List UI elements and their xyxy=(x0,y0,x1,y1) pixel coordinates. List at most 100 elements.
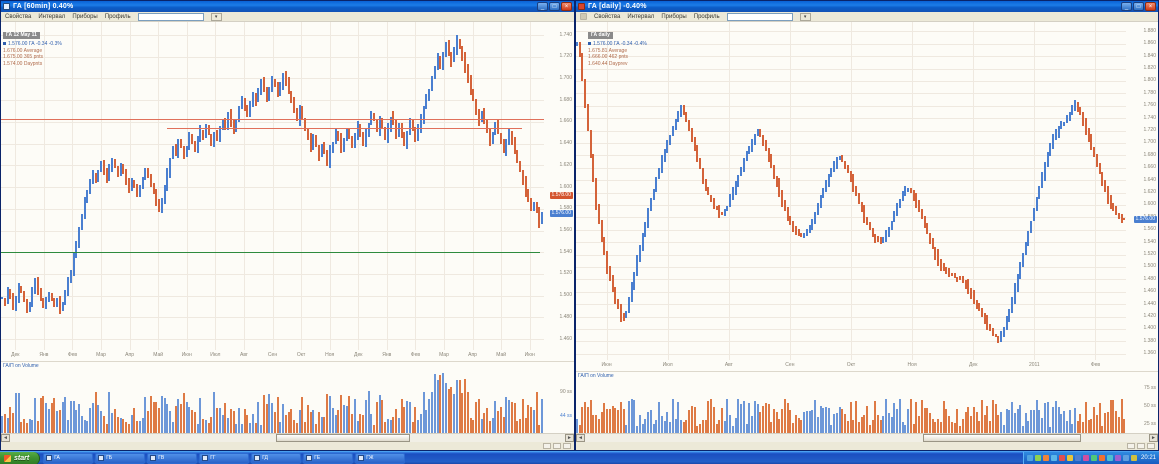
chevron-down-icon[interactable]: ▾ xyxy=(799,12,811,21)
candlestick xyxy=(606,250,609,275)
volume-bar xyxy=(64,396,67,433)
trend-line-resistance-lower[interactable] xyxy=(167,127,523,129)
scroll-left-button[interactable]: ◄ xyxy=(576,434,585,442)
scroll-thumb[interactable] xyxy=(276,434,410,442)
menu-item-interval[interactable]: Интервал xyxy=(38,13,66,20)
symbol-input[interactable] xyxy=(726,12,793,21)
start-button[interactable]: start xyxy=(0,451,41,464)
left-window-controls[interactable]: _ □ × xyxy=(537,2,572,11)
disk-icon[interactable] xyxy=(1122,455,1129,461)
candlestick xyxy=(329,145,331,168)
right-volume-pane[interactable]: ГА/П on Volume 75 ss 50 ss 25 ss xyxy=(576,371,1158,433)
left-horizontal-scrollbar[interactable]: ◄ ► xyxy=(1,433,574,442)
printer-icon[interactable] xyxy=(1082,455,1089,461)
close-button[interactable]: × xyxy=(561,2,572,11)
chart-window-left[interactable]: ГА [60min] 0.40% _ □ × Свойства Интервал… xyxy=(0,0,575,451)
trend-line-resistance-upper[interactable] xyxy=(1,119,544,121)
volume-bar xyxy=(1035,400,1038,433)
menu-item-interval[interactable]: Интервал xyxy=(627,13,655,20)
volume-bar xyxy=(868,425,871,433)
menu-item-profile[interactable]: Профиль xyxy=(693,13,720,20)
mail-icon[interactable] xyxy=(1066,455,1073,461)
left-price-pane[interactable]: 1.740 1.720 1.700 1.680 1.660 1.640 1.620 1.600… xyxy=(1,22,574,361)
maximize-button[interactable]: □ xyxy=(1133,2,1144,11)
time-tick-label: Сен xyxy=(267,352,278,358)
volume-bar xyxy=(191,410,194,433)
maximize-button[interactable]: □ xyxy=(549,2,560,11)
minimize-button[interactable]: _ xyxy=(537,2,548,11)
trend-line-support[interactable] xyxy=(1,251,540,253)
volume-bar xyxy=(699,424,702,433)
menu-item-properties[interactable]: Свойства xyxy=(594,13,621,20)
volume-bar xyxy=(199,398,202,433)
menu-item-instruments[interactable]: Приборы xyxy=(72,13,98,20)
taskbar-task[interactable]: ГА xyxy=(43,452,94,464)
taskbar-task-list[interactable]: ГА ГБ ГВ ГГ ГД ГЕ ГЖ xyxy=(40,452,1023,464)
right-window-menubar[interactable]: Свойства Интервал Приборы Профиль ▾ xyxy=(576,12,1158,22)
candlestick xyxy=(1052,133,1055,150)
taskbar-task[interactable]: ГГ xyxy=(199,452,250,464)
left-window-menubar[interactable]: Свойства Интервал Приборы Профиль ▾ xyxy=(1,12,574,22)
volume-bar xyxy=(86,421,89,433)
volume-icon[interactable] xyxy=(1034,455,1041,461)
scroll-left-button[interactable]: ◄ xyxy=(1,434,10,442)
menu-item-properties[interactable]: Свойства xyxy=(5,13,32,20)
volume-bar xyxy=(486,408,489,433)
right-window-titlebar[interactable]: ГА [daily] -0.40% _ □ × xyxy=(576,1,1158,12)
tray-icon-list[interactable] xyxy=(1026,455,1137,461)
left-volume-pane[interactable]: ГА/П on Volume 90 ss 44 ss xyxy=(1,361,574,433)
time-tick-label: Дек xyxy=(11,352,20,358)
right-chart-area[interactable]: 1.880 1.860 1.840 1.820 1.800 1.780 1.760 1.740… xyxy=(576,22,1158,433)
taskbar-task[interactable]: ГЖ xyxy=(355,452,406,464)
menu-item-profile[interactable]: Профиль xyxy=(104,13,131,20)
candlestick xyxy=(652,188,655,201)
taskbar[interactable]: start ГА ГБ ГВ ГГ ГД ГЕ ГЖ 20:21 xyxy=(0,451,1159,464)
sync-icon[interactable] xyxy=(1106,455,1113,461)
candlestick xyxy=(701,168,704,184)
scroll-right-button[interactable]: ► xyxy=(1149,434,1158,442)
network-icon[interactable] xyxy=(1026,455,1033,461)
minimize-button[interactable]: _ xyxy=(1121,2,1132,11)
left-chart-area[interactable]: 1.740 1.720 1.700 1.680 1.660 1.640 1.620 1.600… xyxy=(1,22,574,433)
scroll-right-button[interactable]: ► xyxy=(565,434,574,442)
scroll-track[interactable] xyxy=(585,434,1149,442)
volume-bar xyxy=(1030,410,1033,433)
taskbar-task-label: ГГ xyxy=(210,455,216,461)
candlestick xyxy=(425,94,428,110)
antivirus-icon[interactable] xyxy=(1050,455,1057,461)
volume-bar xyxy=(1084,401,1087,433)
save-icon[interactable] xyxy=(580,13,587,20)
firewall-icon[interactable] xyxy=(1114,455,1121,461)
candlestick xyxy=(1032,207,1035,222)
monitor-icon[interactable] xyxy=(1130,455,1137,461)
system-tray[interactable]: 20:21 xyxy=(1022,451,1159,464)
candlestick xyxy=(1074,100,1076,111)
chart-window-right[interactable]: ГА [daily] -0.40% _ □ × Свойства Интерва… xyxy=(575,0,1159,451)
taskbar-task[interactable]: ГБ xyxy=(95,452,146,464)
right-horizontal-scrollbar[interactable]: ◄ ► xyxy=(576,433,1158,442)
symbol-input[interactable] xyxy=(137,12,204,21)
scroll-track[interactable] xyxy=(10,434,565,442)
right-price-pane[interactable]: 1.880 1.860 1.840 1.820 1.800 1.780 1.760 1.740… xyxy=(576,22,1158,371)
taskbar-task[interactable]: ГЕ xyxy=(303,452,354,464)
messenger-icon[interactable] xyxy=(1058,455,1065,461)
battery-icon[interactable] xyxy=(1090,455,1097,461)
volume-bar xyxy=(34,397,37,433)
candlestick xyxy=(210,133,213,146)
chevron-down-icon[interactable]: ▾ xyxy=(210,12,222,21)
volume-bar xyxy=(863,415,866,433)
close-button[interactable]: × xyxy=(1145,2,1156,11)
taskbar-task[interactable]: ГД xyxy=(251,452,302,464)
usb-icon[interactable] xyxy=(1098,455,1105,461)
shield-icon[interactable] xyxy=(1042,455,1049,461)
update-icon[interactable] xyxy=(1074,455,1081,461)
volume-bar xyxy=(160,395,163,433)
right-window-controls[interactable]: _ □ × xyxy=(1121,2,1156,11)
scroll-thumb[interactable] xyxy=(923,434,1082,442)
left-window-titlebar[interactable]: ГА [60min] 0.40% _ □ × xyxy=(1,1,574,12)
volume-bar xyxy=(690,406,693,433)
menu-item-instruments[interactable]: Приборы xyxy=(661,13,687,20)
taskbar-task[interactable]: ГВ xyxy=(147,452,198,464)
candlestick xyxy=(461,46,464,62)
clock[interactable]: 20:21 xyxy=(1140,455,1156,461)
